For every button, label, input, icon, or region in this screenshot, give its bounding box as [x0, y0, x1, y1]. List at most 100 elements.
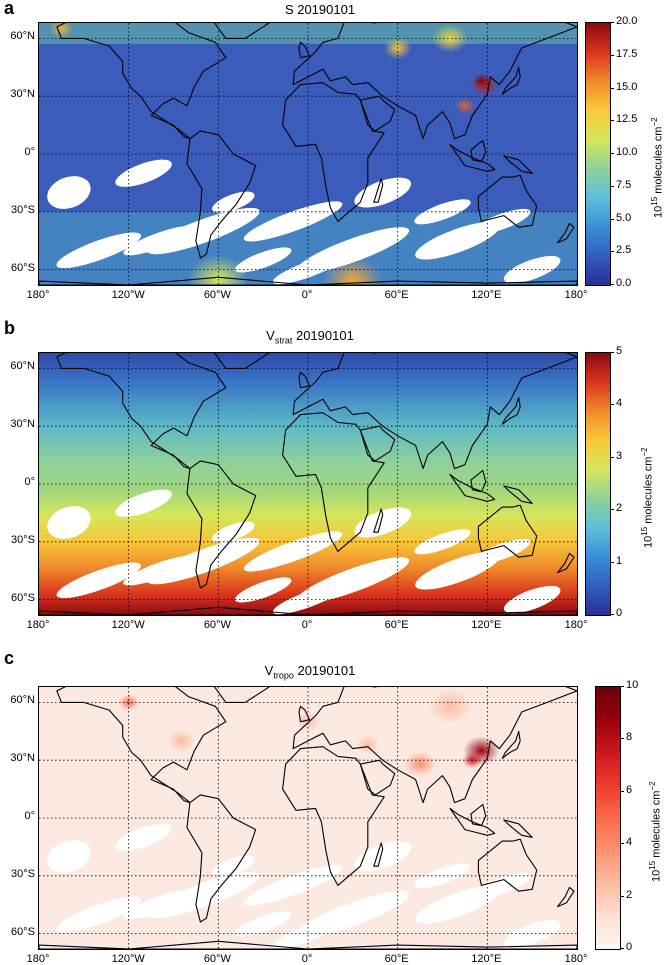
coastline-north-america	[56, 687, 227, 804]
lon-tick-label: 0°	[301, 953, 313, 965]
coastline-greenland	[213, 687, 271, 703]
lon-tick-label: 0°	[301, 619, 313, 631]
lon-tick-label: 120°W	[111, 953, 145, 965]
colorbar-tick-label: 0	[616, 607, 623, 619]
lon-tick-label: 60°W	[203, 289, 231, 301]
coastline-arabia	[359, 425, 396, 462]
panel-b-letter: b	[4, 318, 15, 338]
colorbar-tick-label: 5	[616, 345, 623, 357]
coastline-africa	[282, 412, 385, 552]
colorbar-tick-mark	[610, 54, 614, 56]
coastline-antarctic-fringe	[39, 606, 577, 615]
panel-b-colorbar-unit: 1015 molecules cm−2	[640, 447, 655, 548]
panel-c-map	[38, 686, 578, 950]
panel-a-colorbar-unit: 1015 molecules cm−2	[650, 117, 665, 218]
lat-tick-label: 60°N	[10, 694, 35, 707]
lon-tick-label: 180°	[26, 289, 50, 301]
coastline-japan	[501, 396, 521, 425]
panel-c-colorbar-unit: 1015 molecules cm−2	[648, 781, 663, 882]
coastline-nz	[557, 886, 575, 908]
lon-tick-label: 60°W	[203, 953, 231, 965]
panel-a-title: S 20190101	[284, 2, 356, 17]
lat-tick-label: 30°N	[10, 418, 35, 431]
coastline-new-guinea	[503, 485, 533, 504]
colorbar-tick-label: 17.5	[616, 47, 638, 60]
colorbar-tick-label: 10.0	[616, 146, 638, 158]
lon-tick-label: 180°	[564, 953, 588, 965]
colorbar-tick-label: 1	[616, 554, 623, 567]
lon-tick-label: 120°E	[471, 289, 502, 301]
coastline-australia	[477, 174, 538, 228]
lon-tick-label: 60°E	[384, 289, 409, 301]
coastline-north-america	[56, 353, 227, 470]
colorbar-tick-mark	[610, 153, 614, 154]
colorbar-tick-mark	[610, 120, 614, 122]
colorbar-tick-mark	[620, 686, 624, 687]
coastline-indonesia	[449, 143, 496, 172]
lon-tick-label: 120°W	[111, 289, 145, 301]
colorbar-tick-mark	[620, 948, 624, 949]
coastline-europe-asia	[292, 687, 577, 804]
colorbar-tick-label: 6	[626, 783, 633, 796]
lat-tick-label: 30°N	[10, 752, 35, 765]
colorbar-tick-label: 15.0	[616, 80, 638, 93]
colorbar-tick-mark	[610, 509, 614, 511]
colorbar-tick-mark	[610, 87, 614, 89]
coastline-europe-asia	[292, 353, 577, 470]
colorbar-tick-mark	[620, 843, 624, 845]
colorbar-tick-mark	[620, 790, 624, 792]
coastline-antarctic-fringe	[39, 276, 577, 285]
colorbar-tick-mark	[610, 404, 614, 406]
colorbar-tick-label: 7.5	[616, 178, 632, 191]
coastline-borneo	[470, 139, 487, 163]
colorbar-tick-label: 10	[626, 679, 639, 691]
colorbar-tick-label: 2	[626, 888, 633, 901]
lat-tick-label: 60°N	[10, 30, 35, 43]
coastline-antarctic-fringe	[39, 940, 577, 949]
coastline-south-america	[186, 130, 257, 259]
lon-tick-label: 60°E	[384, 953, 409, 965]
colorbar-tick-label: 8	[626, 731, 633, 744]
colorbar-tick-mark	[620, 895, 624, 897]
colorbar-tick-label: 5.0	[616, 211, 632, 224]
lat-tick-label: 60°S	[11, 925, 35, 938]
coastline-africa	[282, 746, 385, 886]
lon-tick-label: 60°E	[384, 619, 409, 631]
lon-tick-label: 120°E	[471, 953, 502, 965]
colorbar-tick-mark	[620, 738, 624, 740]
coastline-borneo	[470, 469, 487, 493]
panel-b-map-svg	[39, 353, 577, 615]
lat-tick-label: 30°S	[11, 867, 35, 880]
coastline-north-america	[56, 23, 227, 140]
coastline-greenland	[213, 23, 271, 39]
coastline-new-guinea	[503, 819, 533, 838]
panel-c-letter: c	[4, 648, 15, 668]
panel-c-colorbar	[595, 686, 621, 950]
panel-b-colorbar	[585, 352, 611, 616]
lat-tick-label: 0°	[24, 476, 35, 488]
coastline-japan	[501, 730, 521, 759]
colorbar-tick-label: 2.5	[616, 244, 632, 257]
colorbar-tick-mark	[610, 456, 614, 458]
coastline-africa	[282, 82, 385, 222]
coastline-madagascar	[373, 178, 384, 203]
lon-tick-label: 120°E	[471, 619, 502, 631]
coastline-madagascar	[373, 842, 384, 867]
panel-b-map	[38, 352, 578, 616]
colorbar-tick-label: 20.0	[616, 15, 638, 27]
lon-tick-label: 0°	[301, 289, 313, 301]
coastline-nz	[557, 552, 575, 574]
coastline-madagascar	[373, 508, 384, 533]
lat-tick-label: 60°S	[11, 261, 35, 274]
panel-a-map	[38, 22, 578, 286]
colorbar-tick-label: 3	[616, 449, 623, 462]
colorbar-tick-mark	[610, 251, 614, 253]
lat-tick-label: 30°S	[11, 203, 35, 216]
coastline-arabia	[359, 759, 396, 796]
coastline-australia	[477, 838, 538, 892]
colorbar-tick-mark	[610, 185, 614, 187]
coastline-indonesia	[449, 473, 496, 502]
panel-a-colorbar	[585, 22, 611, 286]
lat-tick-label: 60°S	[11, 591, 35, 604]
colorbar-tick-label: 12.5	[616, 113, 638, 126]
